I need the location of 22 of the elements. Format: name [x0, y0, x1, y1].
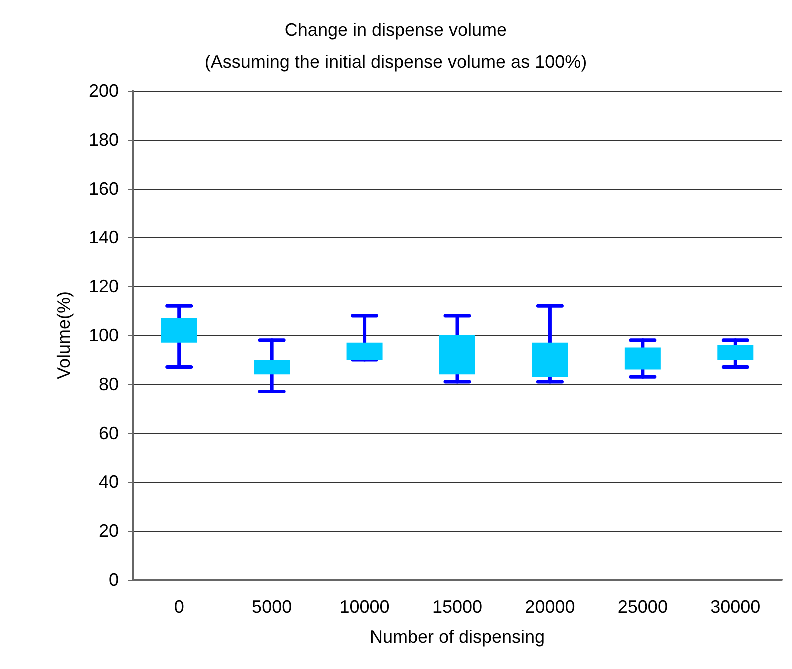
y-tick-label: 0: [108, 570, 119, 590]
x-tick-label: 25000: [618, 597, 668, 617]
y-tick-label: 200: [88, 81, 119, 101]
chart-subtitle: (Assuming the initial dispense volume as 100%): [204, 52, 588, 72]
y-tick-label: 20: [98, 521, 119, 542]
x-axis-title: Number of dispensing: [370, 627, 546, 647]
y-tick-label: 100: [88, 326, 119, 346]
x-tick-label: 5000: [252, 597, 292, 617]
y-tick-label: 120: [88, 276, 119, 297]
x-tick-label: 20000: [525, 597, 576, 617]
y-tick-label: 180: [88, 130, 119, 150]
y-tick-label: 60: [98, 423, 119, 444]
y-tick-label: 140: [88, 228, 119, 248]
x-tick-label: 10000: [340, 597, 390, 617]
y-tick-label: 160: [88, 178, 119, 199]
chart-title: Change in dispense volume: [284, 20, 508, 40]
y-tick-label: 40: [98, 472, 119, 492]
y-axis-title: Volume(%): [54, 291, 74, 380]
x-tick-label: 30000: [710, 597, 761, 617]
x-tick-label: 0: [174, 597, 184, 617]
x-tick-label: 15000: [432, 597, 483, 617]
y-tick-label: 80: [98, 374, 119, 394]
